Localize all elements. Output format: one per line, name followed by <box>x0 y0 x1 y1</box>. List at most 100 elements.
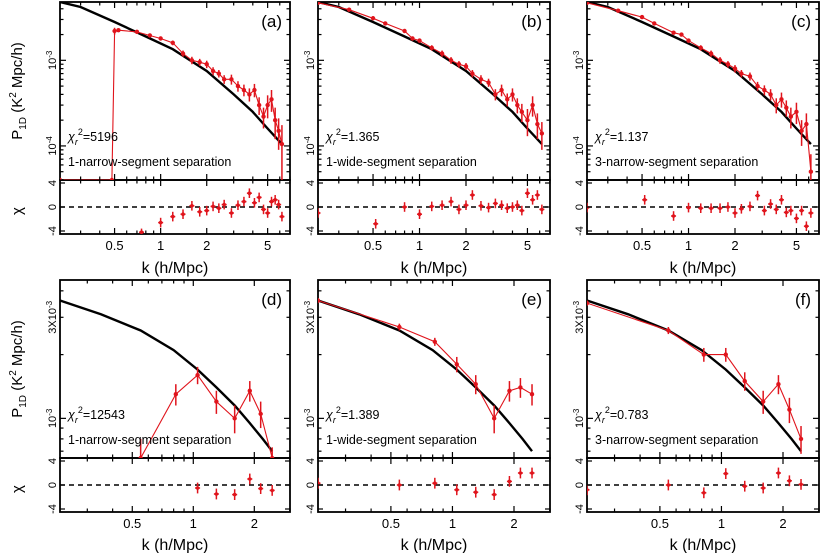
data-point <box>732 66 738 71</box>
residual-point <box>197 210 202 214</box>
data-point <box>686 38 691 43</box>
y-tick-label: 10-4 <box>303 136 317 156</box>
residual-series <box>60 473 290 500</box>
residual-axes-frame <box>586 179 820 235</box>
data-point <box>768 92 773 97</box>
residual-point <box>464 203 468 207</box>
data-point <box>587 300 590 306</box>
residual-point <box>232 492 237 497</box>
resid-y-tick-label: -4 <box>47 226 59 236</box>
residual-series <box>587 467 819 499</box>
data-point <box>195 372 200 378</box>
residual-point <box>236 203 240 207</box>
data-point <box>794 109 799 115</box>
chi2-label: χr2=1.365 <box>325 127 379 147</box>
residual-point <box>540 207 544 212</box>
residual-point <box>515 203 520 207</box>
residual-point <box>195 486 200 490</box>
data-point <box>463 64 469 69</box>
x-tick-label: 1 <box>157 238 164 253</box>
chi2-label: χr2=12543 <box>67 405 125 425</box>
panel-tag: (f) <box>795 290 811 309</box>
residual-point <box>257 195 261 200</box>
data-point <box>717 58 723 63</box>
residual-point <box>530 198 535 202</box>
resid-y-tick-label: -4 <box>305 504 317 514</box>
y-tick-label: 10-3 <box>45 408 59 428</box>
residual-point <box>702 491 706 495</box>
resid-y-tick-label: -4 <box>305 226 317 236</box>
method-label: 1-narrow-segment separation <box>68 433 231 447</box>
residual-point <box>779 198 784 202</box>
data-point <box>666 328 671 333</box>
data-point <box>112 28 117 34</box>
data-point <box>229 77 234 82</box>
residual-point <box>158 220 163 225</box>
residual-point <box>417 212 422 216</box>
residual-point <box>457 207 461 212</box>
data-point <box>762 87 767 93</box>
data-point <box>708 51 714 56</box>
data-point <box>258 411 263 417</box>
resid-y-tick-label: -4 <box>574 504 586 514</box>
residual-point <box>784 210 789 215</box>
residual-point <box>530 471 534 475</box>
x-tick-label: 2 <box>203 238 210 253</box>
y-tick-label: 3X10-3 <box>45 300 59 333</box>
data-point <box>402 28 407 34</box>
residual-point <box>726 205 730 209</box>
data-point <box>454 362 459 367</box>
data-point <box>276 128 281 134</box>
residual-point <box>520 208 524 213</box>
data-point <box>473 381 478 387</box>
data-series <box>318 298 535 434</box>
data-point <box>491 416 497 421</box>
data-point <box>256 102 262 108</box>
residual-point <box>229 211 234 215</box>
y-tick-label: 10-4 <box>572 136 586 156</box>
data-point <box>808 169 814 174</box>
panel-tag: (d) <box>261 290 282 309</box>
residual-point <box>755 193 760 198</box>
data-point <box>679 32 684 37</box>
residual-point <box>718 206 722 210</box>
data-point <box>232 416 237 421</box>
resid-y-tick-label: 0 <box>47 204 59 210</box>
method-label: 1-narrow-segment separation <box>68 155 231 169</box>
x-tick-label: 0.5 <box>633 238 651 253</box>
residual-point <box>139 230 144 234</box>
residual-axes-frame <box>317 457 551 513</box>
data-line <box>318 299 533 420</box>
residual-point <box>709 206 713 210</box>
panel-f: 0.5 1 2 3X10-3 10-3 4 0 -4 (f) χr2=0.783 3-narrow-… <box>572 279 820 553</box>
data-point <box>247 92 252 97</box>
data-point <box>510 92 515 97</box>
residual-point <box>470 193 475 197</box>
method-label: 3-narrow-segment separation <box>595 155 758 169</box>
method-label: 1-wide-segment separation <box>326 155 477 169</box>
resid-y-tick-label: 0 <box>305 482 317 488</box>
data-point <box>747 74 753 79</box>
resid-y-tick-label: -4 <box>47 504 59 514</box>
data-point <box>432 339 438 344</box>
data-point <box>652 21 657 26</box>
data-point <box>529 392 535 397</box>
data-point <box>279 141 285 147</box>
residual-point <box>258 486 263 491</box>
residual-series <box>318 467 550 500</box>
data-point <box>499 87 504 93</box>
data-series <box>587 300 804 454</box>
residual-point <box>493 201 498 206</box>
data-point <box>760 399 766 404</box>
chi2-label: χr2=1.137 <box>594 127 648 147</box>
residual-point <box>587 488 589 492</box>
residual-point <box>247 477 252 481</box>
residual-point <box>265 211 270 215</box>
data-point <box>265 102 270 108</box>
residual-point <box>794 216 799 221</box>
residual-point <box>373 222 378 226</box>
x-axis-label: k (h/Mpc) <box>401 537 468 553</box>
x-tick-label: 1 <box>718 516 725 531</box>
data-point <box>615 8 621 13</box>
